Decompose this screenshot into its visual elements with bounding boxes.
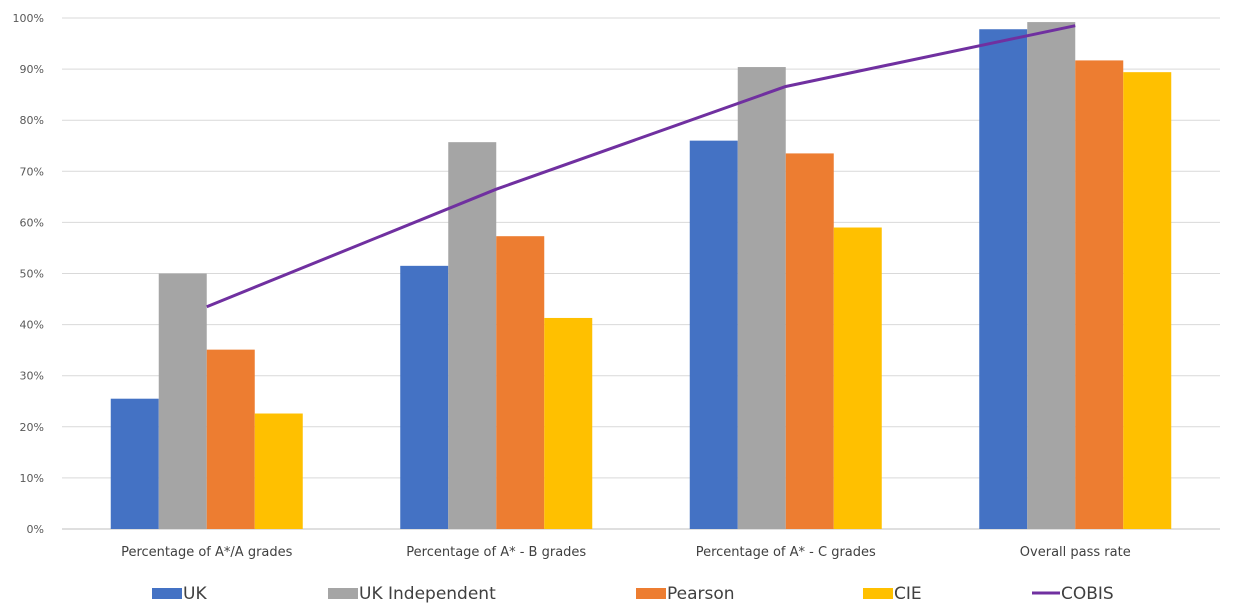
bar-uk [689,140,738,529]
bar-uk-independent [1027,22,1076,529]
x-category-label: Percentage of A*/A grades [121,545,293,560]
x-category-label: Percentage of A* - C grades [696,545,876,560]
bar-uk [979,29,1028,529]
line-series [206,24,1076,309]
bar-pearson [206,349,255,529]
legend-swatch [863,588,893,599]
bar-uk-independent [158,273,207,529]
y-tick-label: 90% [20,63,44,76]
bar-cie [833,227,882,529]
y-tick-label: 10% [20,472,44,485]
legend-label: CIE [894,584,922,604]
y-tick-label: 20% [20,421,44,434]
legend-swatch [152,588,182,599]
y-tick-label: 30% [20,370,44,383]
legend-swatch [328,588,358,599]
bar-cie [1123,72,1172,529]
legend: UK UK Independent Pearson CIE COBIS [152,584,1114,604]
y-tick-label: 40% [20,319,44,332]
bar-cie [254,413,303,529]
x-category-label: Percentage of A* - B grades [406,545,586,560]
y-tick-label: 60% [20,216,44,229]
bar-uk [110,398,159,529]
bars [110,22,1172,530]
line-cobis [206,24,1076,309]
y-tick-label: 50% [20,268,44,281]
bar-uk-independent [737,67,786,529]
bar-cie [544,317,593,529]
bar-uk [400,265,449,529]
y-tick-label: 70% [20,165,44,178]
y-tick-label: 100% [13,12,44,25]
legend-label: Pearson [667,584,735,604]
x-category-label: Overall pass rate [1020,545,1131,560]
y-axis-tick-labels: 0% 10% 20% 30% 40% 50% 60% 70% 80% 90% 100% [13,12,44,536]
y-tick-label: 80% [20,114,44,127]
y-tick-label: 0% [27,523,44,536]
bar-pearson [1075,60,1124,530]
legend-label: COBIS [1061,584,1114,604]
legend-label: UK Independent [359,584,496,604]
legend-label: UK [183,584,207,604]
bar-pearson [496,236,545,529]
x-axis-category-labels: Percentage of A*/A grades Percentage of A… [121,545,1131,560]
bar-pearson [785,153,834,530]
legend-swatch [636,588,666,599]
